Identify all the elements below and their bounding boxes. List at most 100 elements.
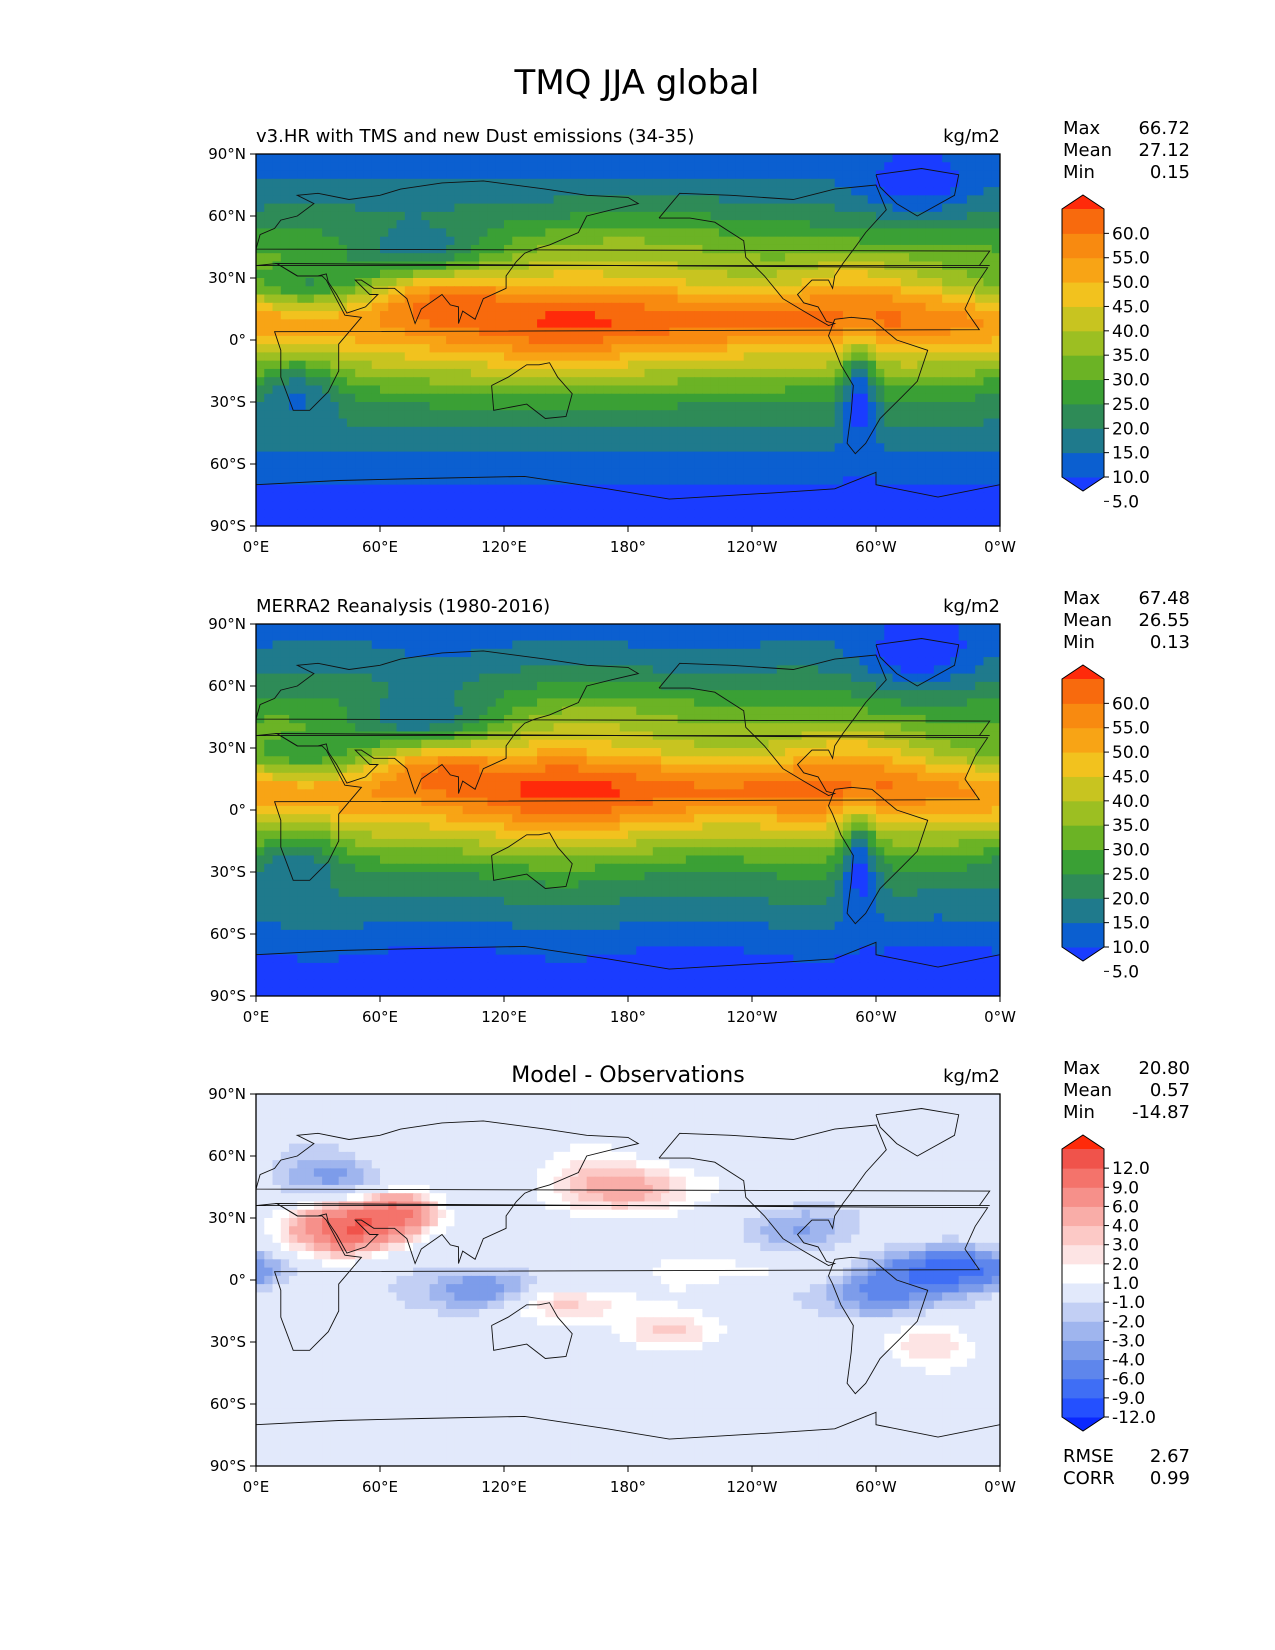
field-cell (454, 665, 464, 675)
field-cell (644, 476, 654, 486)
field-cell (966, 624, 976, 633)
field-cell (272, 360, 282, 370)
field-cell (867, 377, 877, 387)
field-cell (752, 302, 761, 312)
field-cell (743, 178, 753, 188)
field-cell (322, 352, 331, 362)
field-cell (818, 385, 827, 395)
field-cell (446, 443, 455, 453)
field-cell (743, 492, 753, 502)
field-cell (495, 352, 505, 362)
field-cell (669, 690, 679, 699)
field-cell (561, 690, 571, 699)
field-cell (727, 162, 737, 172)
field-cell (388, 681, 398, 691)
field-cell (909, 154, 918, 163)
field-cell (826, 690, 836, 699)
field-cell (446, 476, 455, 486)
field-cell (718, 352, 728, 362)
field-cell (388, 468, 398, 477)
field-cell (586, 286, 596, 296)
field-cell (685, 665, 695, 675)
field-cell (958, 178, 968, 188)
field-cell (826, 187, 836, 196)
field-cell (346, 154, 356, 163)
field-cell (702, 657, 712, 666)
field-cell (818, 319, 827, 329)
field-cell (727, 468, 737, 477)
field-cell (950, 632, 960, 642)
field-cell (495, 203, 505, 213)
field-cell (900, 278, 910, 287)
field-cell (495, 435, 505, 444)
field-cell (545, 178, 555, 188)
field-cell (702, 244, 712, 254)
field-cell (793, 673, 803, 683)
field-cell (495, 302, 505, 312)
field-cell (512, 509, 522, 519)
field-cell (661, 418, 670, 428)
field-cell (487, 673, 497, 683)
field-cell (570, 418, 579, 428)
field-cell (925, 690, 935, 699)
field-cell (313, 187, 323, 196)
field-cell (727, 459, 737, 469)
field-cell (842, 459, 852, 469)
field-cell (322, 402, 331, 411)
field-cell (272, 393, 282, 403)
field-cell (917, 484, 927, 494)
field-cell (851, 319, 861, 329)
field-cell (446, 698, 455, 708)
field-cell (760, 344, 770, 353)
field-cell (611, 203, 621, 213)
field-cell (561, 162, 571, 172)
field-cell (330, 220, 340, 229)
field-cell (793, 418, 803, 428)
field-cell (925, 385, 935, 395)
field-cell (570, 451, 579, 461)
field-cell (867, 344, 877, 353)
field-cell (611, 311, 621, 320)
field-cell (933, 435, 943, 444)
field-cell (975, 344, 985, 353)
field-cell (355, 195, 365, 205)
field-cell (652, 426, 662, 436)
field-cell (520, 286, 530, 296)
field-cell (594, 319, 604, 329)
field-cell (446, 203, 455, 213)
field-cell (454, 294, 464, 304)
field-cell (793, 195, 803, 205)
field-cell (917, 170, 927, 180)
field-cell (652, 640, 662, 650)
field-cell (991, 211, 1000, 221)
field-cell (289, 665, 298, 675)
field-cell (702, 319, 712, 329)
field-cell (768, 335, 778, 345)
field-cell (338, 162, 348, 172)
field-cell (264, 178, 274, 188)
field-cell (842, 451, 852, 461)
field-cell (264, 648, 274, 658)
field-cell (677, 402, 687, 411)
field-cell (983, 393, 993, 403)
field-cell (975, 690, 985, 699)
field-cell (652, 154, 662, 163)
field-cell (462, 698, 472, 708)
field-cell (396, 228, 406, 238)
field-cell (842, 327, 852, 337)
field-cell (528, 178, 538, 188)
field-cell (305, 195, 315, 205)
field-cell (297, 492, 307, 502)
field-cell (421, 690, 431, 699)
field-cell (661, 203, 670, 213)
field-cell (355, 468, 365, 477)
field-cell (710, 640, 720, 650)
field-cell (966, 253, 976, 263)
field-cell (355, 393, 365, 403)
field-cell (752, 509, 761, 519)
field-cell (900, 690, 910, 699)
field-cell (388, 327, 398, 337)
field-cell (644, 178, 654, 188)
field-cell (933, 690, 943, 699)
field-cell (330, 211, 340, 221)
